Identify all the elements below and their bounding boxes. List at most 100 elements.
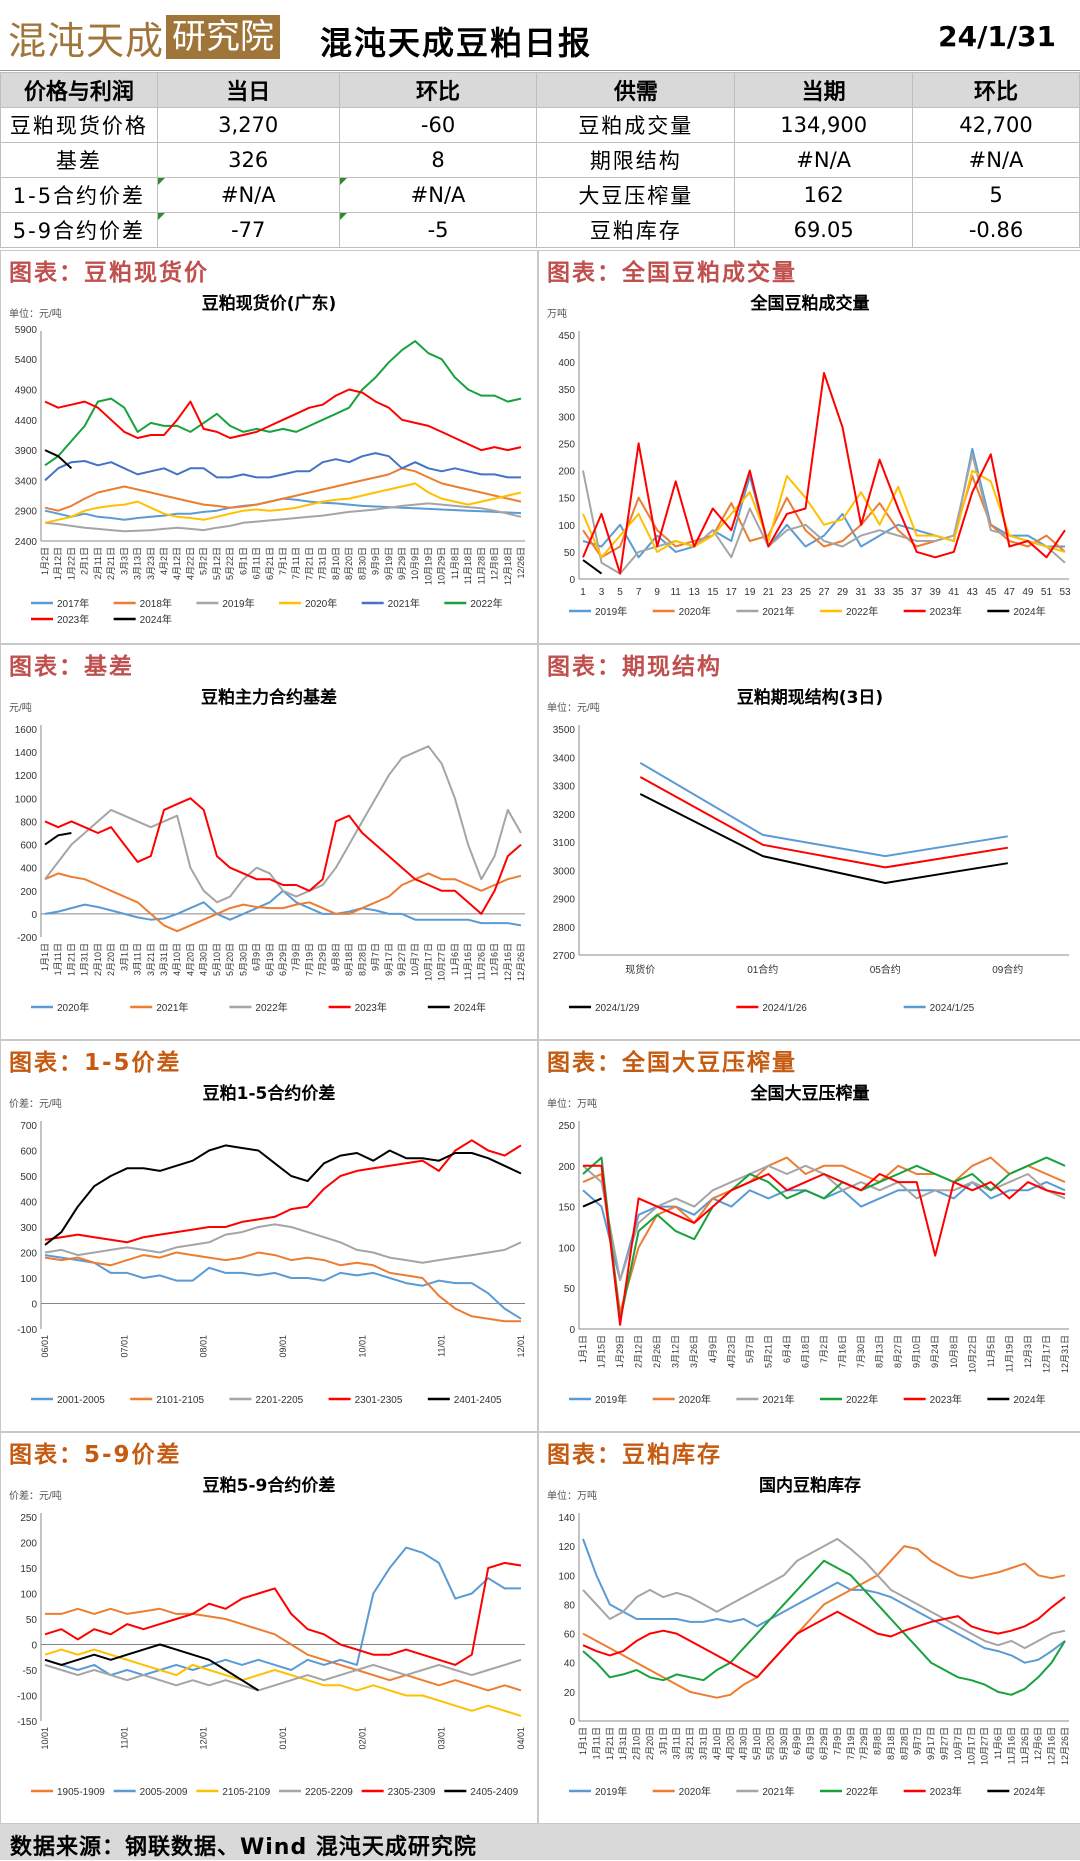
y-tick-label: 150: [558, 494, 575, 505]
x-tick-label: 1月15日: [597, 1335, 607, 1368]
y-tick-label: 350: [558, 385, 575, 396]
x-tick-label: 3月11日: [672, 1727, 682, 1759]
series-line: [44, 1561, 522, 1666]
x-tick-label: 03/01: [437, 1727, 447, 1750]
summary-table: 价格与利润 当日 环比 供需 当期 环比 豆粕现货价格 3,270 -60 豆粕…: [0, 72, 1080, 248]
y-tick-label: 140: [558, 1513, 575, 1524]
series-line: [45, 1607, 522, 1692]
x-tick-label: 6月19日: [265, 943, 275, 976]
legend-label: 2022年: [846, 1393, 878, 1406]
x-tick-label: 2月20日: [106, 943, 116, 976]
summary-value: 162: [734, 177, 914, 213]
x-tick-label: 17: [726, 587, 738, 598]
series-line: [44, 482, 522, 524]
legend-label: 2401-2405: [454, 1395, 502, 1406]
legend-label: 2024年: [454, 1001, 486, 1014]
x-tick-label: 07/01: [119, 1335, 129, 1358]
y-tick-label: -50: [23, 1666, 38, 1677]
x-tick-label: 12月26日: [516, 943, 526, 981]
series-line: [583, 1164, 1066, 1326]
x-tick-label: 10月7日: [410, 943, 420, 976]
legend-label: 2019年: [595, 1785, 627, 1798]
x-tick-label: 6月4日: [782, 1335, 792, 1363]
panel-title: 图表：5-9价差: [9, 1442, 182, 1468]
y-tick-label: 100: [558, 521, 575, 532]
x-tick-label: 5月20日: [225, 943, 235, 976]
x-tick-label: 1月21日: [66, 943, 76, 976]
y-tick-label: 700: [20, 1121, 37, 1132]
x-tick-label: 12月16日: [503, 943, 513, 981]
x-tick-label: 2月11日: [93, 547, 103, 579]
x-tick-label: 4月20日: [725, 1727, 735, 1760]
y-tick-label: 800: [20, 817, 37, 828]
x-tick-label: 08/01: [199, 1335, 209, 1358]
panel-inventory: 图表：豆粕库存 国内豆粕库存 单位：万吨 0 20 40 60 80 100 120 140 1月1…: [538, 1432, 1080, 1824]
x-tick-label: 5月10日: [752, 1727, 762, 1760]
x-tick-label: 7月29日: [318, 943, 328, 976]
y-tick-label: 80: [564, 1600, 576, 1611]
y-tick-label: 0: [31, 1300, 37, 1311]
x-tick-label: 9月7日: [371, 943, 381, 971]
panel-title: 图表：豆粕库存: [547, 1442, 722, 1468]
series-line: [44, 1658, 522, 1692]
x-tick-label: 06/01: [40, 1335, 50, 1358]
summary-label: 5-9合约价差: [0, 212, 158, 248]
chart-title: 全国大豆压榨量: [750, 1083, 870, 1104]
summary-change: 5: [912, 177, 1080, 213]
y-tick-label: -100: [17, 1325, 37, 1336]
chart-unit: 单位：万吨: [547, 1097, 597, 1110]
x-tick-label: 9月27日: [940, 1727, 950, 1760]
x-tick-label: 7月1日: [278, 547, 288, 575]
x-tick-label: 9月7日: [913, 1727, 923, 1755]
x-tick-label: 5: [617, 587, 623, 598]
chart-spot-price: 豆粕现货价(广东) 单位：元/吨 2400 2900 3400 3900 4400 4900 5…: [9, 293, 526, 626]
x-tick-label: 10/01: [40, 1727, 50, 1750]
series-line: [44, 797, 522, 915]
panel-title: 图表：豆粕现货价: [9, 260, 209, 286]
legend-label: 2023年: [355, 1001, 387, 1014]
x-tick-label: 33: [874, 587, 886, 598]
y-tick-label: 1600: [15, 725, 38, 736]
series-line: [44, 340, 522, 467]
x-tick-label: 5月30日: [238, 943, 248, 976]
x-tick-label: 12/01: [199, 1727, 209, 1750]
x-tick-label: 3月11日: [133, 943, 143, 975]
summary-label: 基差: [0, 142, 158, 178]
y-tick-label: 3900: [15, 446, 38, 457]
legend-label: 2024年: [140, 613, 172, 626]
x-tick-label: 10/01: [357, 1335, 367, 1358]
legend-label: 2017年: [57, 597, 89, 610]
x-tick-label: 8月20日: [344, 547, 354, 580]
summary-row: 1-5合约价差 #N/A #N/A 大豆压榨量 162 5: [0, 177, 1080, 213]
x-tick-label: 47: [1004, 587, 1016, 598]
summary-change: -60: [338, 107, 538, 143]
x-tick-label: 5月12日: [212, 547, 222, 580]
y-tick-label: 250: [558, 439, 575, 450]
x-tick-label: 11月8日: [450, 547, 460, 579]
summary-value: 326: [156, 142, 340, 178]
x-tick-label: 8月28日: [899, 1727, 909, 1760]
x-tick-label: 12月16日: [1047, 1727, 1057, 1765]
legend-label: 2020年: [679, 1785, 711, 1798]
logo-box: 研究院: [166, 15, 281, 59]
x-tick-label: 1月1日: [40, 943, 50, 971]
summary-label: 1-5合约价差: [0, 177, 158, 213]
panel-term-structure: 图表：期现结构 豆粕期现结构(3日) 单位：元/吨 2700 2800 2900 3000…: [538, 644, 1080, 1040]
legend-label: 2305-2309: [388, 1787, 436, 1798]
summary-row: 基差 326 8 期限结构 #N/A #N/A: [0, 142, 1080, 178]
y-tick-label: 3200: [553, 810, 576, 821]
series-line: [582, 1538, 1066, 1664]
y-tick-label: -200: [17, 933, 37, 944]
legend-label: 2024/1/29: [595, 1003, 640, 1014]
x-tick-label: 3月3日: [119, 547, 129, 575]
legend-label: 2023年: [57, 613, 89, 626]
x-tick-label: 39: [930, 587, 942, 598]
x-tick-label: 3月21日: [685, 1727, 695, 1760]
x-tick-label: 23: [781, 587, 793, 598]
y-tick-label: 100: [20, 1274, 37, 1285]
x-tick-label: 3月1日: [658, 1727, 668, 1755]
y-tick-label: 50: [564, 1284, 576, 1295]
x-tick-label: 09/01: [278, 1335, 288, 1358]
chart-unit: 价差：元/吨: [9, 1097, 62, 1110]
